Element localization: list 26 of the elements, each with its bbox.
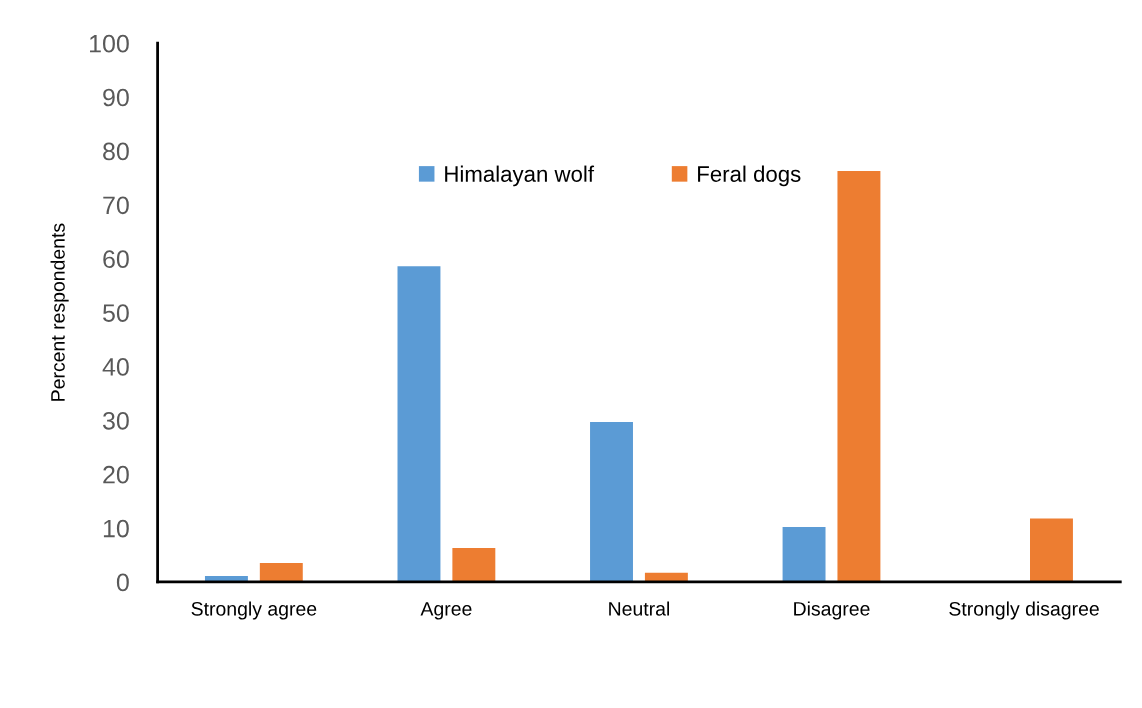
y-tick-label: 40: [102, 358, 129, 376]
y-tick-label: 0: [116, 573, 129, 592]
x-tick-label: Strongly agree: [191, 601, 317, 620]
y-axis-title: Percent respondents: [50, 223, 69, 401]
y-tick-label: 20: [103, 465, 129, 484]
bar: [259, 563, 303, 582]
x-tick-label: Agree: [420, 602, 472, 620]
bar: [397, 266, 441, 582]
y-tick-label: 80: [103, 142, 129, 161]
y-tick-label: 90: [103, 88, 129, 107]
x-tick-label: Disagree: [794, 601, 870, 620]
bar: [782, 527, 826, 582]
x-tick-label: Strongly disagree: [949, 601, 1099, 620]
x-tick-label: Neutral: [609, 601, 669, 616]
bar: [452, 548, 496, 582]
bar: [837, 170, 881, 582]
y-tick-label: 10: [103, 519, 129, 538]
bar: [1030, 518, 1073, 582]
y-tick-label: 50: [103, 304, 129, 322]
y-tick-label: 100: [90, 34, 129, 53]
y-tick-label: 70: [103, 196, 129, 215]
y-tick-label: 30: [102, 411, 129, 430]
legend-label: Himalayan wolf: [445, 165, 595, 187]
y-tick-label: 60: [103, 250, 129, 269]
bar: [590, 421, 633, 582]
legend-label: Feral dogs: [698, 165, 801, 187]
